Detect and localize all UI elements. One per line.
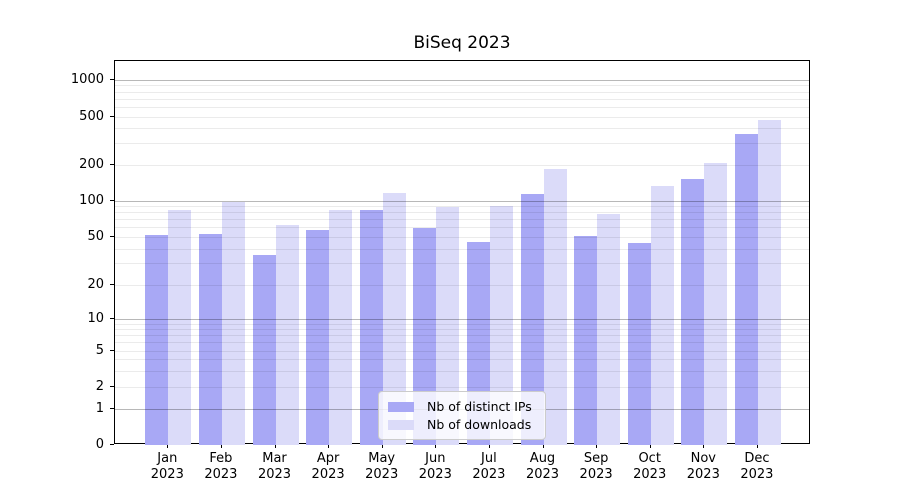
y-tick-label-50: 50 [87,229,104,244]
bar-distinct-ips-sep [574,236,598,445]
y-tick-mark-5 [110,349,114,351]
y-tick-mark-50 [110,236,114,237]
y-tick-label-1: 1 [95,400,104,416]
legend-label-distinct-ips: Nb of distinct IPs [427,399,532,414]
y-tick-label-5: 5 [95,342,104,358]
x-tick-label-may: May 2023 [365,451,399,482]
y-tick-label-500: 500 [79,108,104,124]
bar-downloads-jan [168,209,192,445]
x-tick-label-apr: Apr 2023 [311,451,345,482]
x-tick-mark-sep [596,444,598,448]
bar-downloads-oct [650,185,674,445]
x-tick-label-mar: Mar 2023 [257,451,292,482]
bar-distinct-ips-mar [252,254,276,445]
y-tick-mark-10 [110,317,114,319]
x-tick-label-dec: Dec 2023 [740,451,774,482]
bar-downloads-sep [597,214,621,445]
bar-distinct-ips-nov [681,178,705,445]
y-tick-label-2: 2 [95,379,104,395]
bar-distinct-ips-may [359,209,383,445]
x-tick-mark-jun [435,444,437,448]
bars-layer [115,61,809,445]
y-tick-label-10: 10 [87,310,104,326]
x-tick-label-sep: Sep 2023 [579,451,613,482]
bar-distinct-ips-jun [413,227,437,445]
bar-downloads-jun [436,207,460,445]
x-tick-label-aug: Aug 2023 [525,451,560,482]
bar-downloads-feb [221,202,245,445]
x-tick-mark-nov [703,444,705,448]
y-tick-label-20: 20 [87,276,104,292]
x-tick-label-feb: Feb 2023 [204,451,238,482]
bar-downloads-dec [757,120,781,445]
bar-distinct-ips-feb [198,234,222,445]
x-tick-mark-jul [488,444,490,448]
x-tick-mark-may [381,444,383,448]
x-tick-mark-dec [756,444,758,448]
legend-entry-distinct-ips: Nb of distinct IPs [388,398,536,415]
bar-distinct-ips-aug [520,194,544,445]
x-tick-label-nov: Nov 2023 [686,451,720,482]
bar-downloads-aug [543,169,567,445]
x-tick-label-jan: Jan 2023 [150,451,184,482]
y-tick-mark-1000 [110,78,114,80]
bar-downloads-apr [329,210,353,445]
x-tick-label-jun: Jun 2023 [418,451,452,482]
chart-title: BiSeq 2023 [413,33,511,53]
y-tick-mark-1 [110,407,114,409]
legend-swatch-downloads [388,419,414,430]
y-tick-label-100: 100 [79,192,104,208]
y-tick-label-200: 200 [79,156,104,172]
y-tick-mark-200 [110,163,114,165]
y-tick-mark-100 [110,199,114,201]
y-tick-label-0: 0 [95,436,104,452]
x-tick-mark-mar [274,444,276,448]
legend-entry-downloads: Nb of downloads [388,416,536,433]
x-tick-label-jul: Jul 2023 [472,451,506,482]
y-tick-mark-0 [110,443,114,445]
bar-downloads-mar [275,224,299,445]
plot-area: Nb of distinct IPs Nb of downloads [114,60,810,445]
x-tick-label-oct: Oct 2023 [633,451,667,482]
x-tick-mark-feb [220,444,222,448]
bar-downloads-may [382,192,406,445]
bar-downloads-nov [704,162,728,445]
x-tick-mark-aug [542,444,544,448]
legend-label-downloads: Nb of downloads [427,417,532,432]
bar-downloads-jul [489,206,513,445]
bar-distinct-ips-dec [734,133,758,445]
bar-distinct-ips-apr [306,229,330,445]
bar-distinct-ips-oct [627,242,651,445]
bar-distinct-ips-jan [145,235,169,445]
y-tick-mark-500 [110,115,114,117]
legend-swatch-distinct-ips [388,401,414,412]
y-tick-mark-20 [110,283,114,285]
x-tick-mark-jan [167,444,169,448]
legend: Nb of distinct IPs Nb of downloads [378,391,546,440]
y-tick-mark-2 [110,386,114,388]
y-tick-label-1000: 1000 [70,71,104,87]
x-tick-mark-oct [649,444,651,448]
x-tick-mark-apr [328,444,330,448]
